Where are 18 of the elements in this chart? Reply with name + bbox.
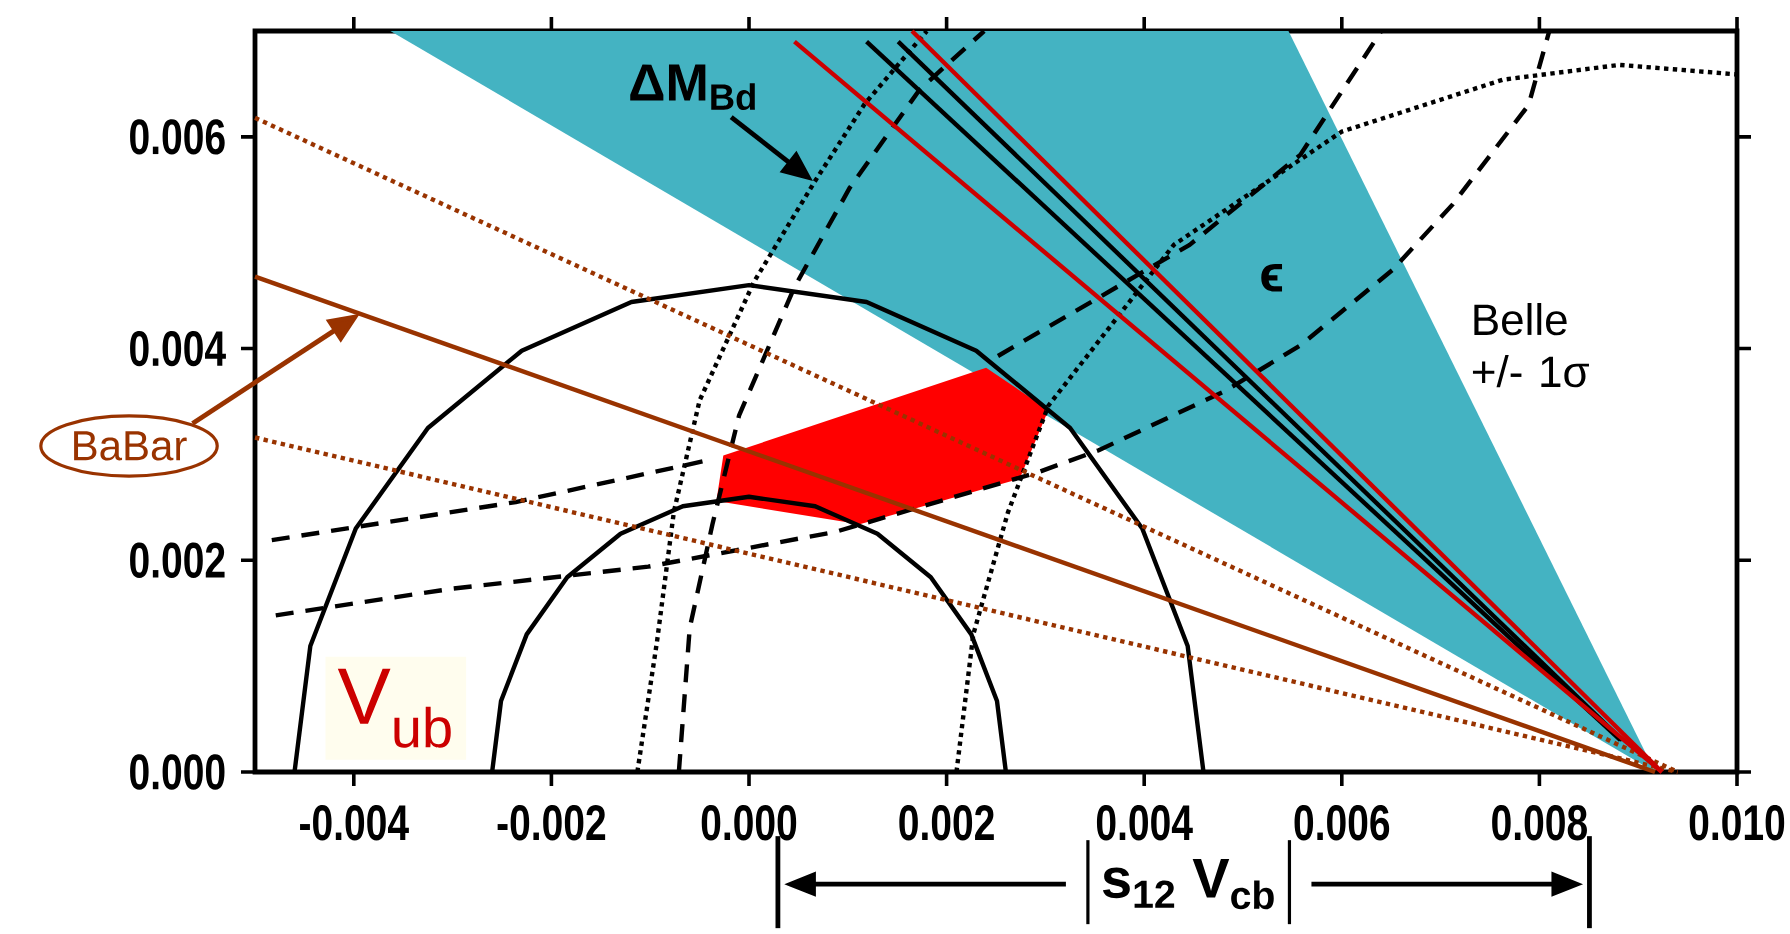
x-axis-title: s$_{12}$ V$_{cb}$ <box>1102 859 1274 910</box>
x-tick-label: -0.004 <box>300 805 409 841</box>
x-tick-label: 0.000 <box>701 805 797 841</box>
text: BaBar <box>74 431 187 461</box>
y-tick-label: 0.004 <box>130 330 226 367</box>
annotation: ϵ <box>1261 264 1283 292</box>
y-tick-label: 0.000 <box>130 754 225 790</box>
y-tick-label: 0.002 <box>130 542 225 578</box>
x-tick-label: 0.010 <box>1689 805 1785 841</box>
annotation: ΔM$_{Bd}$ <box>630 64 755 110</box>
x-tick-label: -0.002 <box>497 805 606 841</box>
annotation: V$_{ub}$ <box>337 668 451 748</box>
x-tick-label: 0.008 <box>1492 805 1587 841</box>
x-tick-label: 0.002 <box>899 805 994 841</box>
x-tick-label: 0.006 <box>1294 805 1390 841</box>
y-tick-label: 0.006 <box>130 119 225 155</box>
annotation: Belle +/- 1σ <box>1472 303 1589 388</box>
x-tick-label: 0.004 <box>1096 805 1193 841</box>
